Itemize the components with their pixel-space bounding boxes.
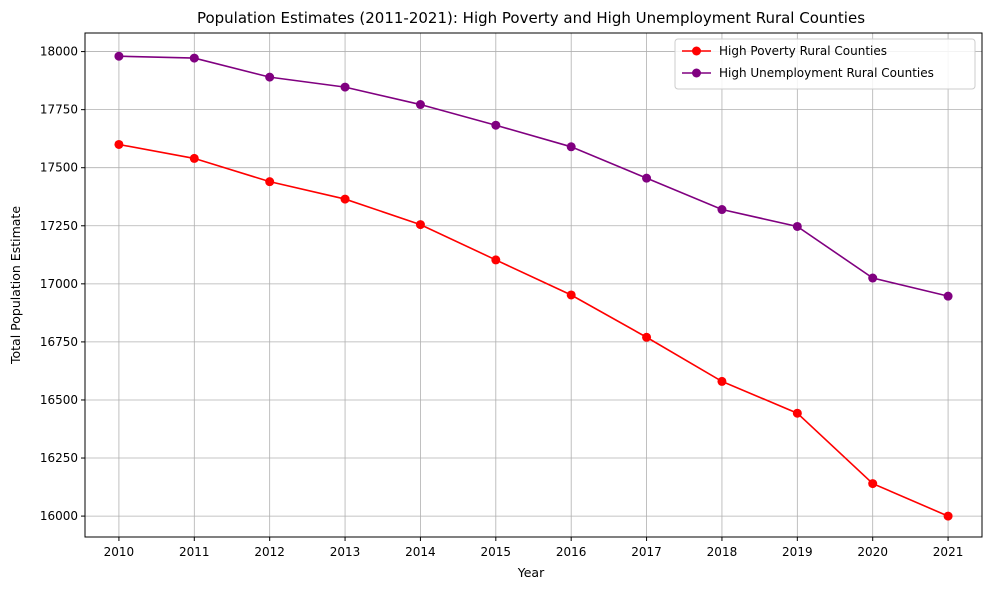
- grid: [85, 33, 982, 537]
- x-tick-label: 2015: [481, 545, 512, 559]
- y-tick-label: 16000: [40, 509, 78, 523]
- x-tick-label: 2013: [330, 545, 361, 559]
- data-point-high-unemployment: [642, 173, 652, 183]
- legend-marker-high-unemployment: [692, 68, 701, 78]
- data-point-high-poverty: [189, 153, 199, 163]
- legend-label-high-unemployment: High Unemployment Rural Counties: [719, 66, 934, 80]
- data-point-high-unemployment: [792, 221, 802, 231]
- legend: High Poverty Rural Counties High Unemplo…: [674, 38, 976, 90]
- x-tick-label: 2018: [707, 545, 738, 559]
- y-tick-label: 16500: [40, 393, 78, 407]
- y-tick-label: 17000: [40, 277, 78, 291]
- data-point-high-poverty: [340, 194, 350, 204]
- y-tick-label: 17750: [40, 103, 78, 117]
- data-point-high-poverty: [943, 511, 953, 521]
- plot-frame: [84, 32, 983, 538]
- data-point-high-poverty: [265, 177, 275, 187]
- x-axis-label: Year: [517, 565, 545, 580]
- data-point-high-poverty: [415, 220, 425, 230]
- x-tick-label: 2011: [179, 545, 210, 559]
- data-point-high-poverty: [114, 139, 124, 149]
- data-point-high-poverty: [642, 332, 652, 342]
- x-tick-label: 2021: [933, 545, 964, 559]
- series-line-high-poverty: [118, 143, 949, 517]
- data-point-high-unemployment: [114, 51, 124, 61]
- legend-frame: [674, 38, 976, 90]
- data-point-high-unemployment: [415, 100, 425, 110]
- x-tick-label: 2010: [104, 545, 135, 559]
- y-tick-label: 16750: [40, 335, 78, 349]
- data-point-high-unemployment: [340, 82, 350, 92]
- legend-marker-high-poverty: [692, 46, 701, 56]
- data-point-high-unemployment: [491, 120, 501, 130]
- data-point-high-unemployment: [566, 142, 576, 152]
- data-point-high-unemployment: [868, 273, 878, 283]
- data-point-high-poverty: [491, 255, 501, 265]
- data-point-high-unemployment: [189, 53, 199, 63]
- x-tick-label: 2014: [405, 545, 436, 559]
- x-tick-label: 2017: [631, 545, 662, 559]
- y-tick-label: 17500: [40, 161, 78, 175]
- x-tick-label: 2019: [782, 545, 813, 559]
- axis-ticks: 2010 2011 2012 2013 2014 2015 2016 2017 2018 2019…: [40, 45, 964, 559]
- data-point-high-poverty: [566, 290, 576, 300]
- y-tick-label: 18000: [40, 45, 78, 59]
- y-axis-label: Total Population Estimate: [8, 206, 23, 365]
- y-tick-label: 16250: [40, 451, 78, 465]
- data-point-high-poverty: [792, 408, 802, 418]
- x-tick-label: 2016: [556, 545, 587, 559]
- data-point-high-poverty: [868, 479, 878, 489]
- data-point-high-unemployment: [717, 205, 727, 215]
- series-layer: [114, 51, 953, 521]
- chart-title: Population Estimates (2011-2021): High P…: [197, 9, 865, 27]
- data-point-high-unemployment: [265, 72, 275, 82]
- y-tick-label: 17250: [40, 219, 78, 233]
- data-point-high-poverty: [717, 376, 727, 386]
- legend-label-high-poverty: High Poverty Rural Counties: [719, 44, 887, 58]
- series-line-high-unemployment: [118, 55, 949, 297]
- x-tick-label: 2020: [857, 545, 888, 559]
- x-tick-label: 2012: [254, 545, 285, 559]
- data-point-high-unemployment: [943, 291, 953, 301]
